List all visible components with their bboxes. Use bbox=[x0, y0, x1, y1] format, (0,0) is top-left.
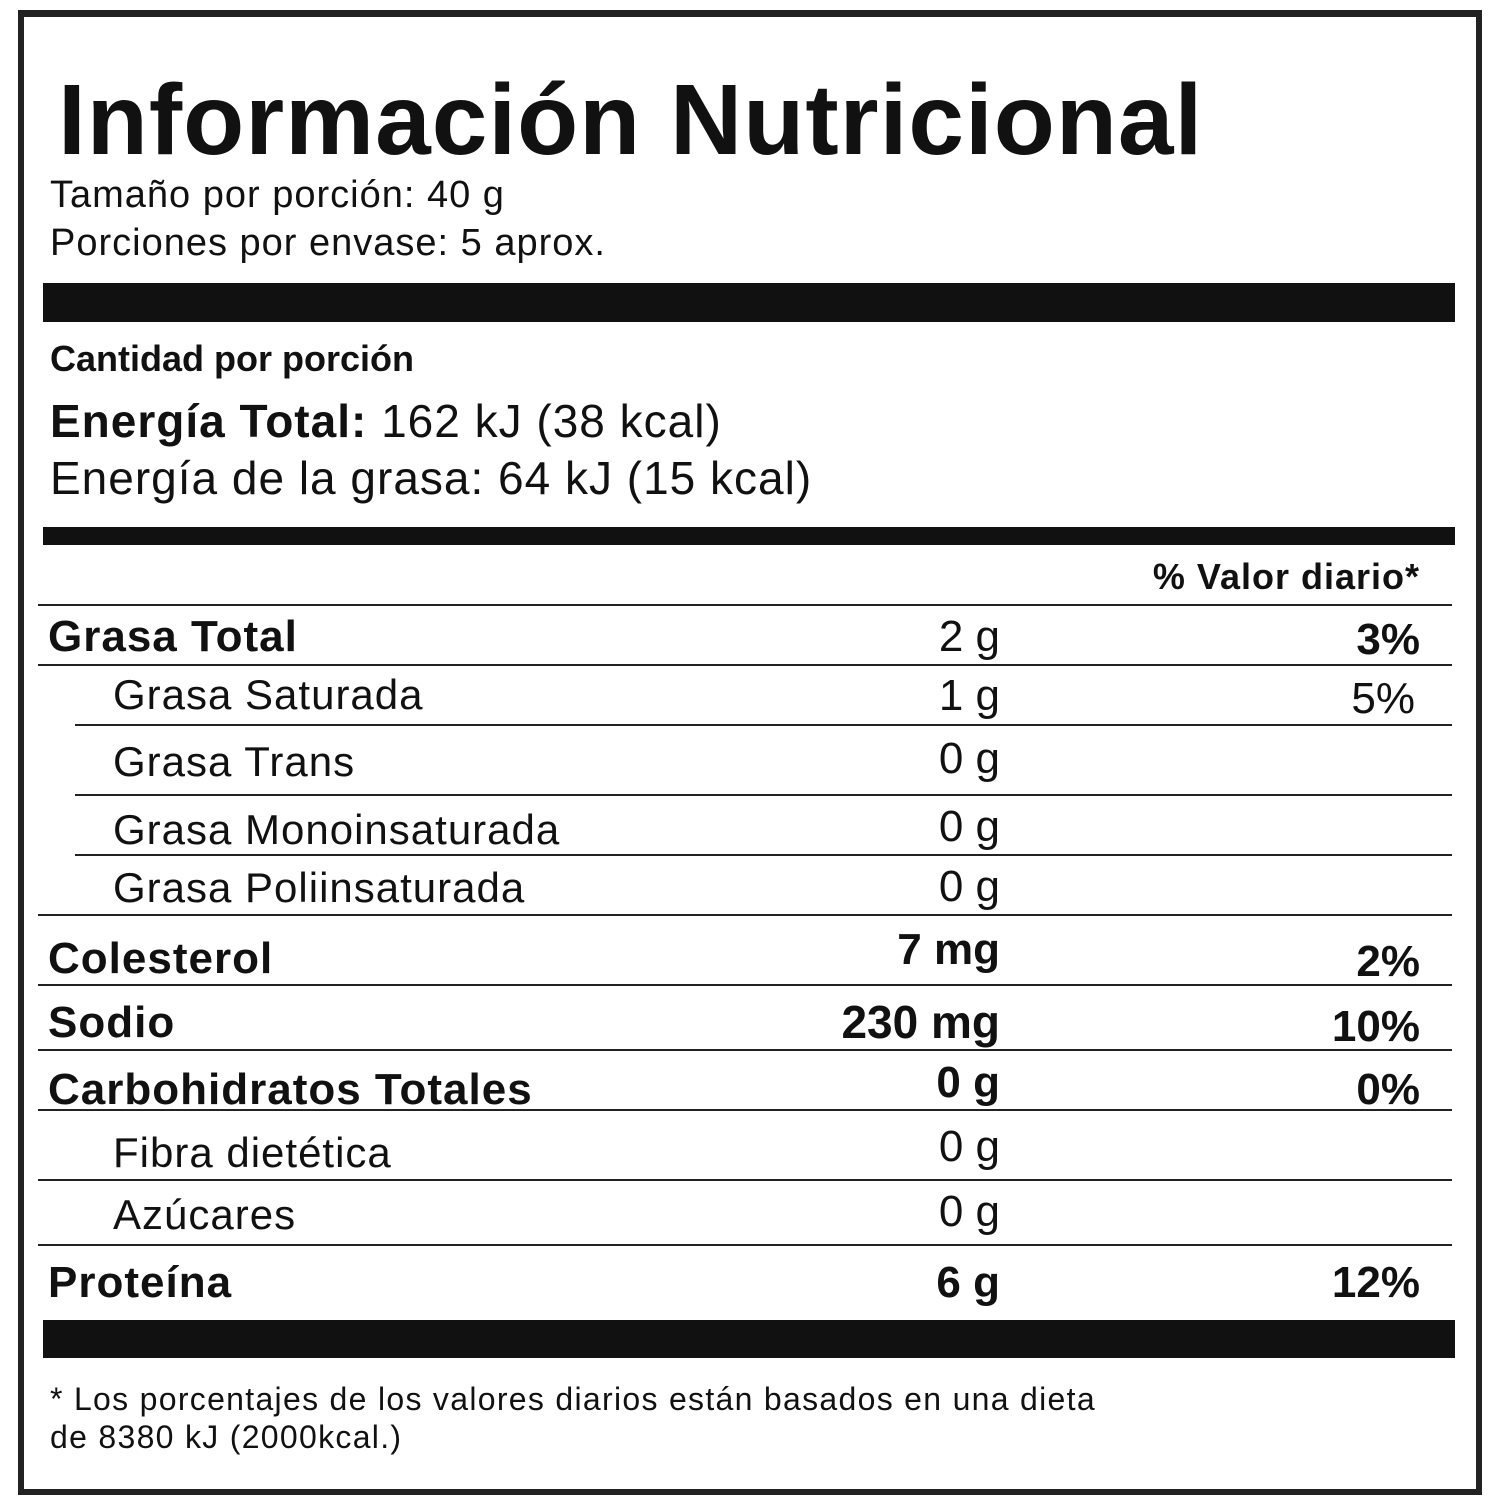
energy-total-label: Energía Total: bbox=[50, 395, 368, 447]
nutrient-amount: 0 g bbox=[938, 802, 1000, 851]
energy-total: Energía Total: 162 kJ (38 kcal) bbox=[50, 398, 722, 444]
nutrient-label: Azúcares bbox=[113, 1191, 297, 1238]
row-divider bbox=[38, 1109, 1452, 1111]
divider-bar bbox=[43, 527, 1455, 545]
label-border bbox=[18, 10, 1482, 1495]
nutrient-label: Grasa Trans bbox=[113, 738, 356, 785]
servings-per-container: Porciones por envase: 5 aprox. bbox=[50, 222, 606, 264]
row-divider bbox=[75, 794, 1452, 796]
nutrient-label: Carbohidratos Totales bbox=[48, 1065, 533, 1114]
nutrient-amount: 0 g bbox=[936, 1058, 1000, 1107]
nutrient-label: Colesterol bbox=[48, 934, 274, 983]
nutrient-daily-value: 2% bbox=[1356, 937, 1420, 986]
nutrient-label: Grasa Poliinsaturada bbox=[113, 864, 526, 911]
footnote-line: de 8380 kJ (2000kcal.) bbox=[50, 1419, 403, 1455]
nutrient-amount: 0 g bbox=[938, 734, 1000, 783]
nutrient-daily-value: 0% bbox=[1356, 1065, 1420, 1114]
nutrient-label: Sodio bbox=[48, 998, 176, 1047]
row-divider bbox=[38, 1049, 1452, 1051]
nutrient-daily-value: 12% bbox=[1331, 1258, 1420, 1307]
nutrient-amount: 230 mg bbox=[841, 996, 1000, 1048]
divider-bar bbox=[43, 1320, 1455, 1358]
nutrient-amount: 6 g bbox=[936, 1258, 1000, 1307]
energy-fat: Energía de la grasa: 64 kJ (15 kcal) bbox=[50, 452, 813, 504]
row-divider bbox=[38, 664, 1452, 666]
row-divider bbox=[38, 604, 1452, 606]
nutrient-amount: 0 g bbox=[938, 1187, 1000, 1236]
daily-value-header: % Valor diario* bbox=[1152, 556, 1420, 597]
nutrient-daily-value: 10% bbox=[1331, 1002, 1420, 1051]
serving-size: Tamaño por porción: 40 g bbox=[50, 174, 505, 216]
nutrient-label: Grasa Saturada bbox=[113, 671, 424, 718]
row-divider bbox=[75, 854, 1452, 856]
nutrient-amount: 0 g bbox=[938, 1122, 1000, 1171]
nutrient-amount: 2 g bbox=[938, 612, 1000, 661]
divider-bar bbox=[43, 283, 1455, 322]
nutrient-amount: 7 mg bbox=[897, 925, 1000, 974]
row-divider bbox=[38, 1179, 1452, 1181]
nutrient-label: Fibra dietética bbox=[113, 1129, 392, 1176]
energy-total-value: 162 kJ (38 kcal) bbox=[381, 395, 722, 447]
row-divider bbox=[38, 1244, 1452, 1246]
nutrient-label: Grasa Monoinsaturada bbox=[113, 806, 561, 853]
row-divider bbox=[38, 914, 1452, 916]
row-divider bbox=[75, 724, 1452, 726]
label-title: Información Nutricional bbox=[58, 64, 1204, 176]
amount-per-serving: Cantidad por porción bbox=[50, 338, 414, 379]
row-divider bbox=[38, 984, 1452, 986]
nutrient-amount: 1 g bbox=[938, 671, 1000, 720]
nutrient-label: Grasa Total bbox=[48, 612, 298, 661]
nutrient-amount: 0 g bbox=[938, 862, 1000, 911]
nutrient-daily-value: 3% bbox=[1356, 615, 1420, 664]
footnote-line: * Los porcentajes de los valores diarios… bbox=[50, 1381, 1096, 1417]
nutrient-daily-value: 5% bbox=[1351, 674, 1415, 723]
nutrient-label: Proteína bbox=[48, 1258, 233, 1307]
